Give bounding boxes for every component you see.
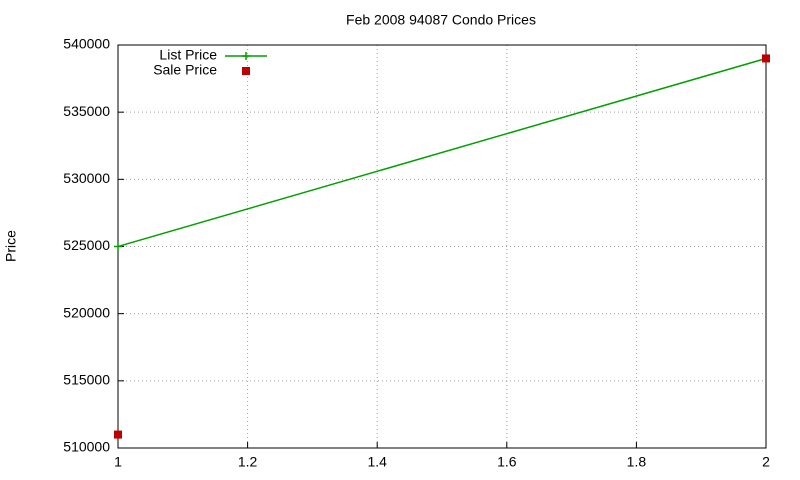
x-tick-label: 1.4 [367,454,387,470]
chart-title: Feb 2008 94087 Condo Prices [346,12,536,28]
data-point [762,54,770,63]
y-tick-label: 520000 [63,304,110,320]
legend-label: List Price [159,47,217,63]
data-point [114,242,122,251]
y-tick-label: 540000 [63,36,110,52]
x-tick-label: 1.2 [238,454,258,470]
x-tick-label: 1 [114,454,122,470]
legend-marker [242,52,250,60]
y-tick-label: 525000 [63,237,110,253]
data-point [114,430,122,439]
y-tick-label: 535000 [63,103,110,119]
legend-label: Sale Price [153,62,217,78]
y-tick-label: 515000 [63,372,110,388]
x-tick-label: 1.6 [497,454,517,470]
x-tick-label: 2 [762,454,770,470]
y-axis-label: Price [3,230,19,262]
y-tick-label: 510000 [63,439,110,455]
legend-marker [242,67,250,75]
y-tick-label: 530000 [63,170,110,186]
x-tick-label: 1.8 [627,454,647,470]
series-line [117,57,767,248]
